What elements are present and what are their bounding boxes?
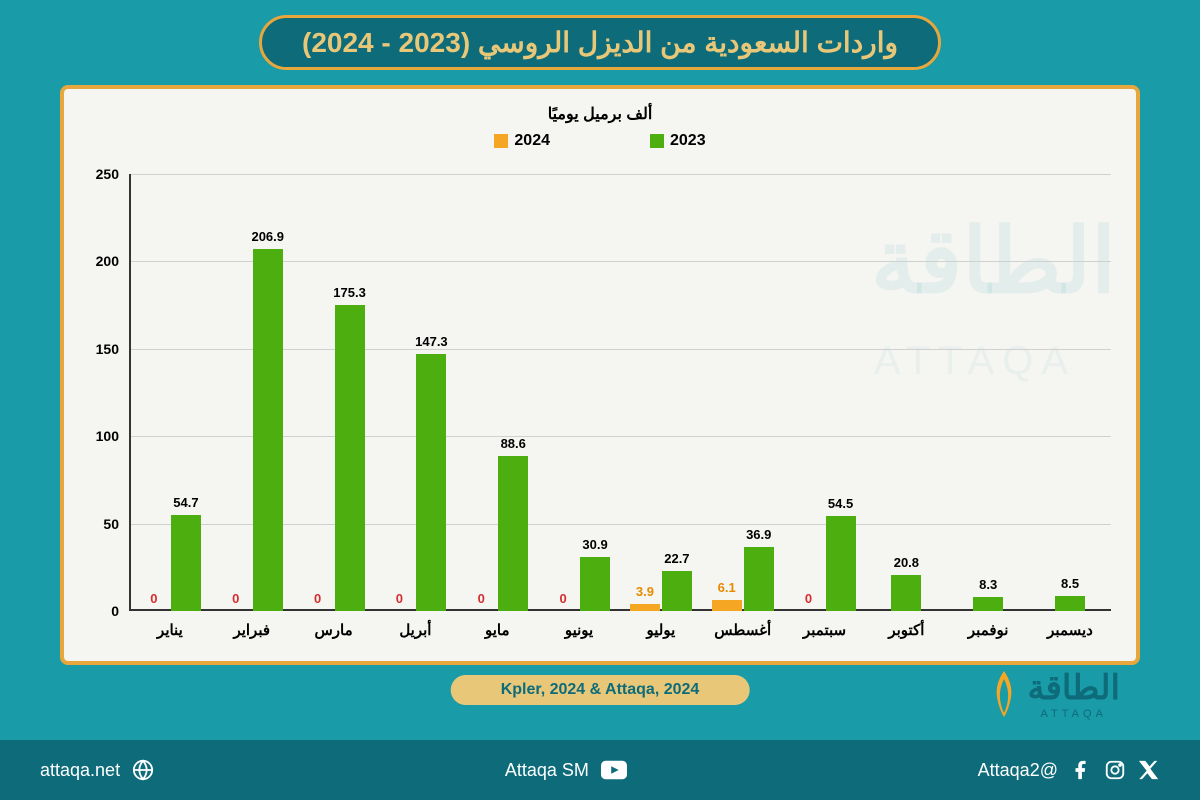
bar-label-2024: 0 [396, 591, 403, 606]
bar-label-2023: 8.5 [1061, 576, 1079, 591]
footer-youtube: Attaqa SM [505, 760, 627, 781]
chart-title: واردات السعودية من الديزل الروسي (2023 -… [302, 27, 898, 58]
x-label: أبريل [399, 621, 431, 639]
source-band: Kpler, 2024 & Attaqa, 2024 [451, 675, 750, 705]
bar-2024: 3.9 [630, 604, 660, 611]
legend-2023-label: 2023 [670, 132, 706, 150]
bar-2023: 54.5 [826, 516, 856, 611]
bar-2023: 20.8 [891, 575, 921, 611]
bar-label-2023: 22.7 [664, 551, 689, 566]
bars-row: 54.70يناير206.90فبراير175.30مارس147.30أب… [129, 174, 1111, 611]
footer-youtube-label: Attaqa SM [505, 760, 589, 781]
globe-icon[interactable] [132, 759, 154, 781]
facebook-icon[interactable] [1070, 759, 1092, 781]
bar-2023: 54.7 [171, 515, 201, 611]
y-tick: 50 [79, 516, 119, 532]
bar-2023: 147.3 [416, 354, 446, 611]
bar-2024: 6.1 [712, 600, 742, 611]
bar-label-2024: 3.9 [636, 584, 654, 599]
x-label: أكتوبر [888, 621, 924, 639]
legend: 2023 2024 [64, 132, 1136, 150]
bar-2023: 22.7 [662, 571, 692, 611]
month-group: 175.30مارس [293, 174, 375, 611]
plot-area: 050100150200250 54.70يناير206.90فبراير17… [129, 174, 1111, 611]
x-label: أغسطس [714, 621, 771, 639]
legend-2023-swatch [650, 134, 664, 148]
bar-2023: 175.3 [335, 305, 365, 611]
y-tick: 0 [79, 603, 119, 619]
bar-label-2023: 30.9 [582, 537, 607, 552]
bar-label-2023: 88.6 [501, 436, 526, 451]
y-axis-label: ألف برميل يوميًا [64, 104, 1136, 124]
x-label: يوليو [646, 621, 675, 639]
month-group: 54.70يناير [129, 174, 211, 611]
chart-title-band: واردات السعودية من الديزل الروسي (2023 -… [259, 15, 941, 70]
brand-sub: ATTAQA [1027, 708, 1120, 720]
bar-label-2024: 0 [559, 591, 566, 606]
footer-site: attaqa.net [40, 759, 154, 781]
source-text: Kpler, 2024 & Attaqa, 2024 [501, 681, 700, 698]
brand-name: الطاقة [1027, 668, 1120, 708]
bar-label-2024: 0 [314, 591, 321, 606]
month-group: 54.50سبتمبر [784, 174, 866, 611]
y-tick: 100 [79, 428, 119, 444]
bar-label-2024: 0 [232, 591, 239, 606]
x-icon[interactable] [1138, 759, 1160, 781]
month-group: 36.96.1أغسطس [702, 174, 784, 611]
month-group: 88.60مايو [456, 174, 538, 611]
bar-2023: 88.6 [498, 456, 528, 611]
x-label: مارس [314, 621, 352, 639]
bar-2023: 30.9 [580, 557, 610, 611]
month-group: 8.3نوفمبر [947, 174, 1029, 611]
bar-label-2023: 147.3 [415, 334, 448, 349]
footer-site-label: attaqa.net [40, 760, 120, 781]
x-label: نوفمبر [968, 621, 1009, 639]
legend-2023: 2023 [650, 132, 706, 150]
youtube-icon[interactable] [601, 760, 627, 780]
y-tick: 250 [79, 166, 119, 182]
month-group: 8.5ديسمبر [1029, 174, 1111, 611]
footer: @Attaqa2 Attaqa SM attaqa.net [0, 740, 1200, 800]
bar-2023: 36.9 [744, 547, 774, 612]
month-group: 206.90فبراير [211, 174, 293, 611]
y-tick: 200 [79, 253, 119, 269]
legend-2024-label: 2024 [514, 132, 550, 150]
bar-label-2023: 8.3 [979, 577, 997, 592]
brand-logo: الطاقة ATTAQA [987, 668, 1120, 720]
month-group: 30.90يونيو [538, 174, 620, 611]
legend-2024: 2024 [494, 132, 550, 150]
bar-label-2024: 0 [478, 591, 485, 606]
x-label: يناير [157, 621, 183, 639]
month-group: 22.73.9يوليو [620, 174, 702, 611]
bar-label-2024: 0 [805, 591, 812, 606]
y-tick: 150 [79, 341, 119, 357]
bar-label-2023: 54.7 [173, 495, 198, 510]
flame-icon [987, 669, 1022, 719]
chart-container: الطاقة ATTAQA ألف برميل يوميًا 2023 2024… [60, 85, 1140, 665]
legend-2024-swatch [494, 134, 508, 148]
x-label: ديسمبر [1047, 621, 1093, 639]
instagram-icon[interactable] [1104, 759, 1126, 781]
chart-header: ألف برميل يوميًا 2023 2024 [64, 89, 1136, 150]
footer-socials: @Attaqa2 [978, 759, 1160, 781]
x-label: يونيو [565, 621, 593, 639]
bar-2023: 8.5 [1055, 596, 1085, 611]
x-label: مايو [485, 621, 510, 639]
x-label: سبتمبر [803, 621, 846, 639]
bar-label-2023: 175.3 [333, 285, 366, 300]
footer-handle: @Attaqa2 [978, 760, 1058, 781]
bar-2023: 8.3 [973, 597, 1003, 612]
bar-label-2023: 20.8 [894, 555, 919, 570]
bar-2023: 206.9 [253, 249, 283, 611]
month-group: 147.30أبريل [374, 174, 456, 611]
bar-label-2023: 54.5 [828, 496, 853, 511]
x-label: فبراير [233, 621, 270, 639]
bar-label-2024: 0 [150, 591, 157, 606]
bar-label-2024: 6.1 [718, 580, 736, 595]
bar-label-2023: 36.9 [746, 527, 771, 542]
month-group: 20.8أكتوبر [865, 174, 947, 611]
bar-label-2023: 206.9 [251, 229, 284, 244]
